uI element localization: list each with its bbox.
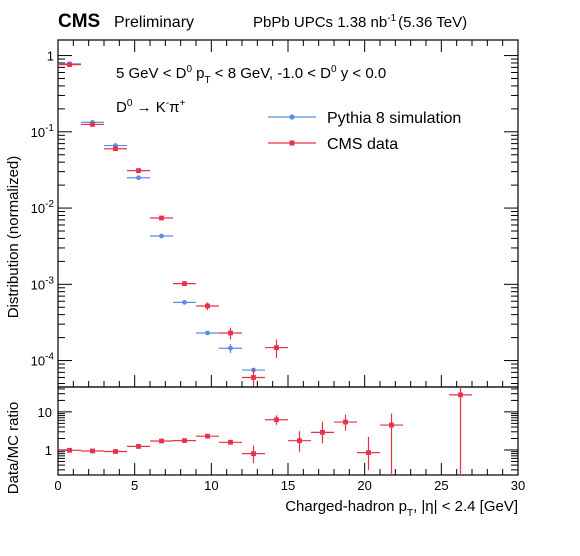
y-tick-label: 10-2: [31, 199, 55, 216]
data-point: [104, 146, 127, 152]
data-point: [127, 444, 150, 449]
top-data-points: [58, 61, 288, 387]
y-tick-label: 10-4: [31, 352, 55, 369]
bottom-panel: 1 10 0 5 10 15 20 25 30 Data/MC ratio Charged-h…: [5, 386, 525, 519]
data-point: [265, 339, 288, 359]
data-point: [58, 447, 81, 453]
legend-label-pythia: Pythia 8 simulation: [327, 110, 461, 127]
y-tick-label: 10-3: [31, 275, 55, 292]
x-tick-label: 10: [204, 478, 218, 493]
x-tick-label: 30: [511, 478, 525, 493]
data-point: [242, 445, 265, 464]
data-point: [173, 281, 196, 287]
top-axis-ticks: [57, 40, 519, 387]
bottom-y-axis-label: Data/MC ratio: [5, 402, 22, 495]
data-point: [150, 438, 173, 444]
data-point: [173, 438, 196, 444]
y-tick-label: 10-1: [31, 123, 55, 140]
x-tick-label: 25: [434, 478, 448, 493]
data-point: [150, 233, 173, 239]
top-frame: [57, 39, 519, 388]
experiment-label: CMS: [58, 11, 100, 32]
data-point: [357, 436, 380, 470]
decay-annotation: D0 → K-π+: [116, 98, 185, 116]
data-point: [380, 413, 403, 475]
data-point: [242, 367, 265, 387]
ratio-y-tick-label: 1: [45, 443, 52, 458]
data-point: [196, 330, 219, 336]
data-point: [265, 415, 288, 425]
y-tick-label: 1: [47, 49, 54, 64]
selection-annotation: 5 GeV < D0 pT < 8 GeV, -1.0 < D0 y < 0.0: [116, 64, 386, 86]
bottom-frame: [57, 386, 519, 476]
legend-marker-data: [289, 140, 295, 146]
data-point: [449, 387, 472, 475]
data-point: [81, 448, 104, 454]
data-point: [219, 343, 242, 354]
bottom-axis-ticks: [57, 388, 519, 475]
data-point: [196, 433, 219, 439]
data-point: [127, 168, 150, 173]
data-point: [127, 175, 150, 181]
x-tick-label: 0: [54, 478, 61, 493]
data-point: [104, 449, 127, 454]
legend-label-data: CMS data: [327, 136, 398, 153]
data-point: [81, 122, 104, 127]
legend: Pythia 8 simulation CMS data: [268, 110, 461, 153]
x-tick-labels: 0 5 10 15 20 25 30: [54, 478, 525, 493]
data-point: [219, 439, 242, 445]
data-point: [173, 299, 196, 305]
top-panel: 10-4 10-3 10-2 10-1 1 Distribution (normaliz…: [5, 39, 519, 388]
data-point: [58, 62, 81, 68]
data-point: [334, 414, 357, 431]
x-axis-label: Charged-hadron pT, |η| < 2.4 [GeV]: [285, 498, 518, 519]
data-point: [150, 215, 173, 221]
ratio-y-tick-label: 10: [38, 405, 52, 420]
x-tick-label: 20: [357, 478, 371, 493]
data-point: [311, 421, 334, 444]
status-label: Preliminary: [114, 14, 194, 31]
data-point: [288, 431, 311, 452]
legend-entry-pythia: Pythia 8 simulation: [268, 110, 461, 127]
legend-marker-pythia: [289, 114, 295, 120]
luminosity-label: PbPb UPCs 1.38 nb-1 (5.36 TeV): [253, 13, 467, 31]
data-point: [219, 327, 242, 340]
x-tick-label: 15: [281, 478, 295, 493]
top-y-axis-label: Distribution (normalized): [5, 156, 22, 319]
top-y-tick-labels: 10-4 10-3 10-2 10-1 1: [31, 49, 55, 369]
legend-entry-data: CMS data: [268, 136, 398, 153]
bottom-data-points: [58, 387, 472, 475]
data-point: [196, 302, 219, 311]
bottom-y-tick-labels: 1 10: [38, 405, 52, 458]
x-tick-label: 5: [131, 478, 138, 493]
